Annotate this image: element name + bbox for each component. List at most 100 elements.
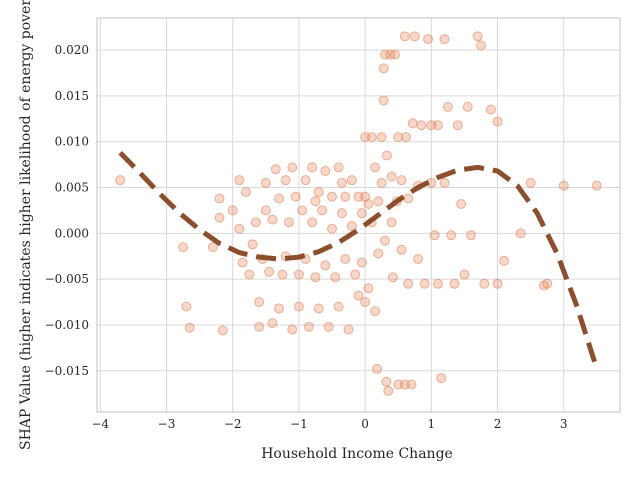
scatter-point — [436, 373, 447, 384]
scatter-point — [214, 193, 225, 204]
scatter-point — [370, 162, 381, 173]
scatter-point — [307, 217, 318, 228]
scatter-point — [343, 324, 354, 335]
scatter-point — [466, 230, 477, 241]
scatter-point — [389, 49, 400, 60]
scatter-point — [277, 269, 288, 280]
scatter-point — [386, 171, 397, 182]
scatter-point — [310, 272, 321, 283]
scatter-point — [363, 283, 374, 294]
scatter-point — [274, 193, 285, 204]
scatter-point — [492, 116, 503, 127]
scatter-point — [293, 269, 304, 280]
scatter-point — [260, 205, 271, 216]
scatter-point — [381, 150, 392, 161]
scatter-point — [383, 385, 394, 396]
scatter-point — [297, 205, 308, 216]
y-tick-label: 0.020 — [55, 43, 89, 57]
x-tick-label: 3 — [560, 417, 568, 431]
scatter-point — [267, 318, 278, 329]
scatter-point — [542, 278, 553, 289]
scatter-point — [356, 208, 367, 219]
scatter-point — [379, 49, 390, 60]
scatter-point — [320, 166, 331, 177]
scatter-point — [346, 220, 357, 231]
scatter-point — [237, 257, 248, 268]
scatter-point — [396, 244, 407, 255]
scatter-point — [413, 253, 424, 264]
scatter-point — [515, 228, 526, 239]
scatter-point — [320, 260, 331, 271]
scatter-point — [459, 269, 470, 280]
scatter-point — [283, 217, 294, 228]
scatter-point — [264, 266, 275, 277]
scatter-point — [485, 104, 496, 115]
scatter-point — [293, 301, 304, 312]
scatter-point — [327, 223, 338, 234]
scatter-point — [399, 379, 410, 390]
scatter-point — [353, 290, 364, 301]
scatter-point — [313, 187, 324, 198]
scatter-point — [366, 132, 377, 143]
x-tick-label: −3 — [158, 417, 176, 431]
scatter-point — [181, 301, 192, 312]
scatter-point — [449, 278, 460, 289]
scatter-point — [456, 199, 467, 210]
scatter-point — [227, 205, 238, 216]
scatter-point — [499, 255, 510, 266]
scatter-point — [379, 235, 390, 246]
scatter-point — [376, 177, 387, 188]
scatter-point — [333, 301, 344, 312]
scatter-point — [346, 175, 357, 186]
scatter-point — [446, 230, 457, 241]
y-tick-label: 0.005 — [55, 181, 89, 195]
scatter-point — [250, 217, 261, 228]
scatter-point — [267, 214, 278, 225]
scatter-point — [207, 242, 218, 253]
scatter-point — [350, 269, 361, 280]
scatter-point — [378, 63, 389, 74]
x-tick-label: −4 — [91, 417, 109, 431]
x-axis-label: Household Income Change — [261, 446, 453, 462]
scatter-point — [254, 297, 265, 308]
scatter-point — [234, 175, 245, 186]
scatter-point — [234, 223, 245, 234]
scatter-point — [340, 253, 351, 264]
scatter-point — [303, 321, 314, 332]
scatter-point — [452, 120, 463, 131]
scatter-point — [247, 239, 258, 250]
scatter-point — [399, 31, 410, 42]
y-tick-label: 0.000 — [55, 226, 89, 240]
scatter-point — [307, 162, 318, 173]
scatter-point — [393, 132, 404, 143]
scatter-point — [479, 278, 490, 289]
scatter-point — [558, 180, 569, 191]
scatter-point — [287, 324, 298, 335]
scatter-point — [373, 196, 384, 207]
scatter-point — [313, 303, 324, 314]
scatter-point — [370, 306, 381, 317]
scatter-point — [178, 242, 189, 253]
scatter-point — [407, 118, 418, 129]
scatter-point — [419, 278, 430, 289]
scatter-point — [591, 180, 602, 191]
y-tick-label: −0.010 — [45, 318, 89, 332]
y-axis-label: SHAP Value (higher indicates higher like… — [18, 0, 34, 450]
scatter-point — [442, 101, 453, 112]
scatter-point — [115, 175, 126, 186]
x-tick-label: −2 — [224, 417, 242, 431]
scatter-point — [310, 196, 321, 207]
x-tick-label: 1 — [428, 417, 436, 431]
scatter-point — [327, 191, 338, 202]
scatter-point — [378, 95, 389, 106]
scatter-point — [462, 101, 473, 112]
scatter-point — [260, 177, 271, 188]
scatter-point — [372, 363, 383, 374]
scatter-point — [403, 193, 414, 204]
x-tick-labels: −4 −3 −2 −1 0 1 2 3 — [91, 417, 567, 431]
x-tick-label: 2 — [494, 417, 502, 431]
scatter-point — [439, 34, 450, 45]
scatter-points — [115, 31, 602, 396]
scatter-point — [403, 278, 414, 289]
scatter-point — [184, 322, 195, 333]
